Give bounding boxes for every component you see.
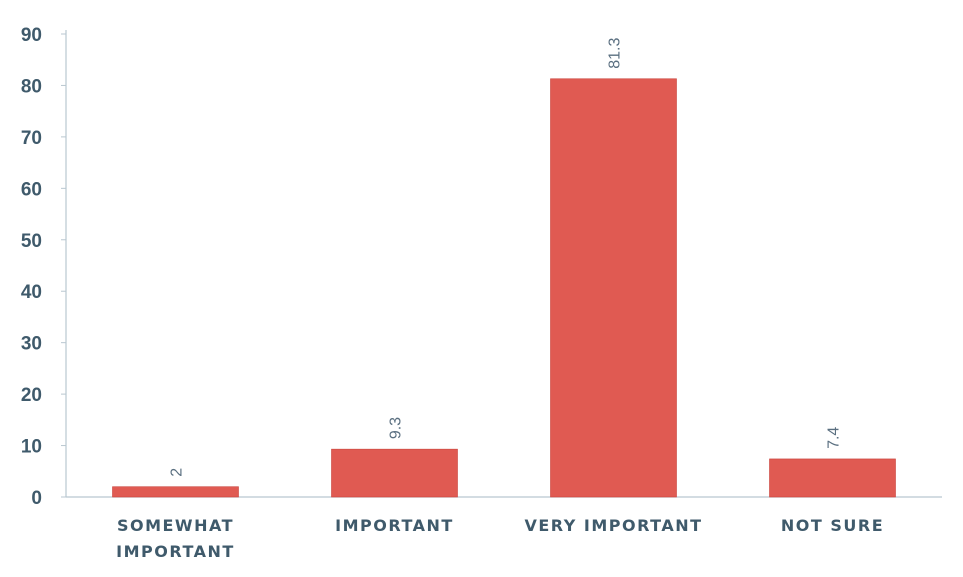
y-tick-label: 40: [21, 282, 42, 303]
y-tick-label: 0: [31, 488, 42, 509]
y-tick-label: 90: [21, 25, 42, 46]
bar[interactable]: [550, 78, 677, 498]
x-category-label: IMPORTANT: [335, 516, 454, 535]
y-tick-label: 20: [21, 385, 42, 406]
x-category-label: NOT SURE: [781, 516, 884, 535]
x-category-label: IMPORTANT: [116, 542, 235, 561]
y-tick-label: 80: [21, 76, 42, 97]
bar[interactable]: [331, 448, 458, 498]
data-label: 9.3: [388, 417, 405, 439]
y-tick-label: 60: [21, 179, 42, 200]
y-tick-label: 70: [21, 128, 42, 149]
y-tick-label: 30: [21, 334, 42, 355]
x-category-label: SOMEWHAT: [117, 516, 234, 535]
data-label: 2: [169, 468, 186, 477]
x-category-label: VERY IMPORTANT: [524, 516, 702, 535]
data-label: 81.3: [607, 38, 624, 69]
y-tick-label: 10: [21, 437, 42, 458]
bar[interactable]: [112, 486, 239, 498]
bar[interactable]: [769, 458, 896, 498]
y-tick-label: 50: [21, 231, 42, 252]
data-label: 7.4: [826, 427, 843, 449]
